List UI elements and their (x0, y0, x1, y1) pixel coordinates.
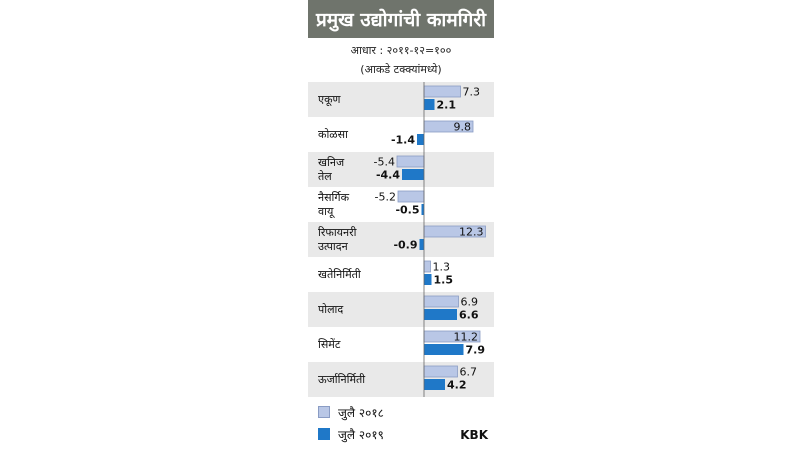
value-label-2019: 6.6 (459, 309, 479, 322)
value-label-2019: -1.4 (391, 134, 415, 147)
bar-2019 (424, 379, 445, 390)
legend-label-2018: जुलै २०१८ (338, 405, 384, 420)
value-label-2019: -4.4 (376, 169, 400, 182)
legend-swatch-2018 (318, 406, 330, 418)
legend-label-2019: जुलै २०१९ (338, 427, 384, 442)
bar-2019 (417, 134, 424, 145)
chart-title: प्रमुख उद्योगांची कामगिरी (315, 9, 487, 31)
category-label-line: खनिज (318, 156, 345, 169)
bar-2018 (423, 85, 461, 98)
category-label-line: तेल (318, 170, 332, 183)
value-label-2018: 9.8 (454, 121, 472, 134)
bar-2018 (397, 190, 425, 203)
category-label: ऊर्जानिर्मिती (318, 373, 365, 386)
bar-2019 (421, 204, 424, 215)
bar-2019 (424, 274, 432, 285)
chart-card: प्रमुख उद्योगांची कामगिरी आधार : २०११-१२… (308, 0, 494, 450)
value-label-2019: 1.5 (434, 274, 454, 287)
brand-label: KBK (460, 428, 488, 442)
value-label-2018: -5.2 (375, 191, 396, 204)
category-label-line: रिफायनरी (318, 226, 357, 239)
category-label: नैसर्गिक वायू (318, 191, 350, 219)
value-label-2018: 7.3 (463, 86, 481, 99)
category-label: एकूण (318, 93, 342, 107)
bar-2018 (423, 295, 459, 308)
bar-2019 (424, 99, 435, 110)
value-label-2018: 6.7 (460, 366, 478, 379)
row-stripe (308, 82, 494, 117)
legend: जुलै २०१८ जुलै २०१९ (318, 400, 488, 448)
title-bar: प्रमुख उद्योगांची कामगिरी (308, 0, 494, 38)
value-label-2018: -5.4 (374, 156, 395, 169)
row-stripe (308, 362, 494, 397)
value-label-2018: 11.2 (454, 331, 479, 344)
legend-item-2018: जुलै २०१८ (318, 404, 384, 420)
bar-2019 (402, 169, 424, 180)
value-label-2019: -0.9 (393, 239, 417, 252)
category-label: सिमेंट (318, 338, 341, 351)
category-label-line: वायू (318, 205, 335, 219)
value-label-2019: 2.1 (437, 99, 457, 112)
value-label-2018: 12.3 (459, 226, 484, 239)
category-label: खनिज तेल (318, 156, 345, 183)
bar-2019 (424, 344, 464, 355)
unit-note: (आकडे टक्क्यांमध्ये) (360, 63, 442, 76)
bar-2019 (419, 239, 424, 250)
legend-item-2019: जुलै २०१९ (318, 426, 384, 442)
bar-2019 (424, 309, 457, 320)
bar-2018 (423, 260, 431, 273)
value-label-2018: 6.9 (461, 296, 479, 309)
bar-2018 (396, 155, 425, 168)
value-label-2019: 4.2 (447, 379, 467, 392)
legend-swatch-2019 (318, 428, 330, 440)
category-label-line: नैसर्गिक (318, 191, 350, 204)
category-label: रिफायनरी उत्पादन (318, 226, 357, 253)
value-label-2018: 1.3 (433, 261, 451, 274)
row-stripe (308, 292, 494, 327)
base-year-note: आधार : २०११-१२=१०० (350, 44, 452, 57)
value-label-2019: 7.9 (466, 344, 486, 357)
category-label: कोळसा (318, 128, 348, 141)
category-label-line: उत्पादन (318, 240, 349, 253)
bar-chart: एकूण 7.3 2.1 कोळसा 9.8 -1.4 खनिज तेल -5.4-4.4 नैस… (308, 82, 494, 397)
value-label-2019: -0.5 (395, 204, 419, 217)
bar-2018 (423, 365, 458, 378)
category-label: खतेनिर्मिती (318, 268, 361, 281)
category-label: पोलाद (318, 303, 343, 316)
